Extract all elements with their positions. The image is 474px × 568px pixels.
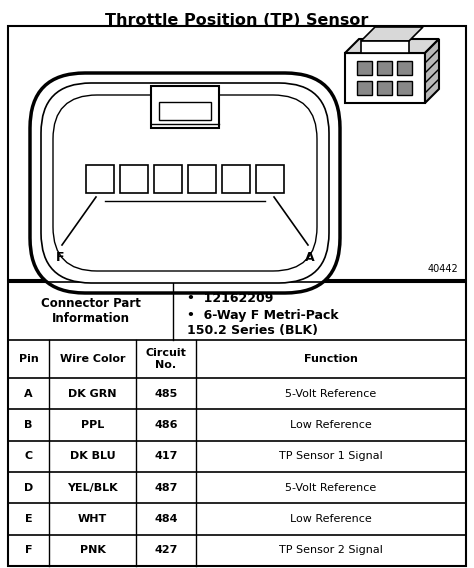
Text: YEL/BLK: YEL/BLK xyxy=(67,483,118,492)
Bar xyxy=(151,86,219,128)
Text: Wire Color: Wire Color xyxy=(60,354,126,364)
Text: 485: 485 xyxy=(155,389,178,399)
Text: F: F xyxy=(56,251,64,264)
Text: 484: 484 xyxy=(154,514,178,524)
Text: 5-Volt Reference: 5-Volt Reference xyxy=(285,389,376,399)
FancyBboxPatch shape xyxy=(53,95,317,271)
Text: DK BLU: DK BLU xyxy=(70,452,116,461)
Bar xyxy=(256,165,284,193)
Bar xyxy=(8,282,466,566)
Polygon shape xyxy=(345,39,439,53)
Bar xyxy=(222,165,250,193)
Bar xyxy=(154,165,182,193)
Bar xyxy=(345,53,425,103)
Text: Throttle Position (TP) Sensor: Throttle Position (TP) Sensor xyxy=(105,13,369,28)
Text: 487: 487 xyxy=(155,483,178,492)
Bar xyxy=(357,61,373,75)
FancyBboxPatch shape xyxy=(41,83,329,283)
Text: TP Sensor 1 Signal: TP Sensor 1 Signal xyxy=(279,452,383,461)
Bar xyxy=(377,81,392,95)
Text: A: A xyxy=(24,389,33,399)
Bar xyxy=(188,165,216,193)
Text: E: E xyxy=(25,514,32,524)
Text: D: D xyxy=(24,483,33,492)
Polygon shape xyxy=(425,39,439,103)
Text: Function: Function xyxy=(304,354,358,364)
Text: PNK: PNK xyxy=(80,545,106,556)
Text: Low Reference: Low Reference xyxy=(290,514,372,524)
Text: B: B xyxy=(25,420,33,430)
Text: •  6-Way F Metri-Pack
150.2 Series (BLK): • 6-Way F Metri-Pack 150.2 Series (BLK) xyxy=(187,309,338,337)
Text: WHT: WHT xyxy=(78,514,107,524)
Bar xyxy=(377,61,392,75)
FancyBboxPatch shape xyxy=(30,73,340,293)
Text: 417: 417 xyxy=(155,452,178,461)
Text: Circuit
No.: Circuit No. xyxy=(146,348,186,370)
Bar xyxy=(8,26,466,280)
Text: 427: 427 xyxy=(155,545,178,556)
Text: PPL: PPL xyxy=(81,420,104,430)
Bar xyxy=(86,165,114,193)
Bar xyxy=(398,61,412,75)
Text: 40442: 40442 xyxy=(427,264,458,274)
Text: DK GRN: DK GRN xyxy=(68,389,117,399)
Text: 486: 486 xyxy=(154,420,178,430)
Bar xyxy=(357,81,373,95)
Bar xyxy=(159,102,211,120)
Text: C: C xyxy=(25,452,33,461)
Text: A: A xyxy=(305,251,315,264)
Text: 5-Volt Reference: 5-Volt Reference xyxy=(285,483,376,492)
Text: Pin: Pin xyxy=(19,354,38,364)
Text: TP Sensor 2 Signal: TP Sensor 2 Signal xyxy=(279,545,383,556)
Polygon shape xyxy=(361,27,423,41)
Bar xyxy=(398,81,412,95)
Text: •  12162209: • 12162209 xyxy=(187,291,273,304)
Text: Connector Part
Information: Connector Part Information xyxy=(40,297,140,325)
Bar xyxy=(361,41,409,53)
Text: Low Reference: Low Reference xyxy=(290,420,372,430)
Bar xyxy=(120,165,148,193)
Text: F: F xyxy=(25,545,32,556)
